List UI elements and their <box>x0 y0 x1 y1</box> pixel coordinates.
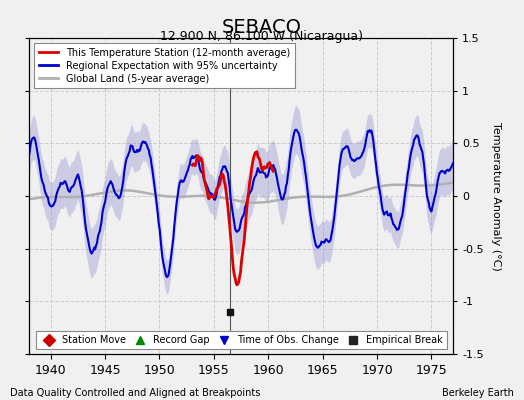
Legend: Station Move, Record Gap, Time of Obs. Change, Empirical Break: Station Move, Record Gap, Time of Obs. C… <box>36 331 446 349</box>
Text: Berkeley Earth: Berkeley Earth <box>442 388 514 398</box>
Y-axis label: Temperature Anomaly (°C): Temperature Anomaly (°C) <box>490 122 500 270</box>
Text: Data Quality Controlled and Aligned at Breakpoints: Data Quality Controlled and Aligned at B… <box>10 388 261 398</box>
Text: SEBACO: SEBACO <box>222 18 302 37</box>
Text: 12.900 N, 86.100 W (Nicaragua): 12.900 N, 86.100 W (Nicaragua) <box>160 30 364 43</box>
